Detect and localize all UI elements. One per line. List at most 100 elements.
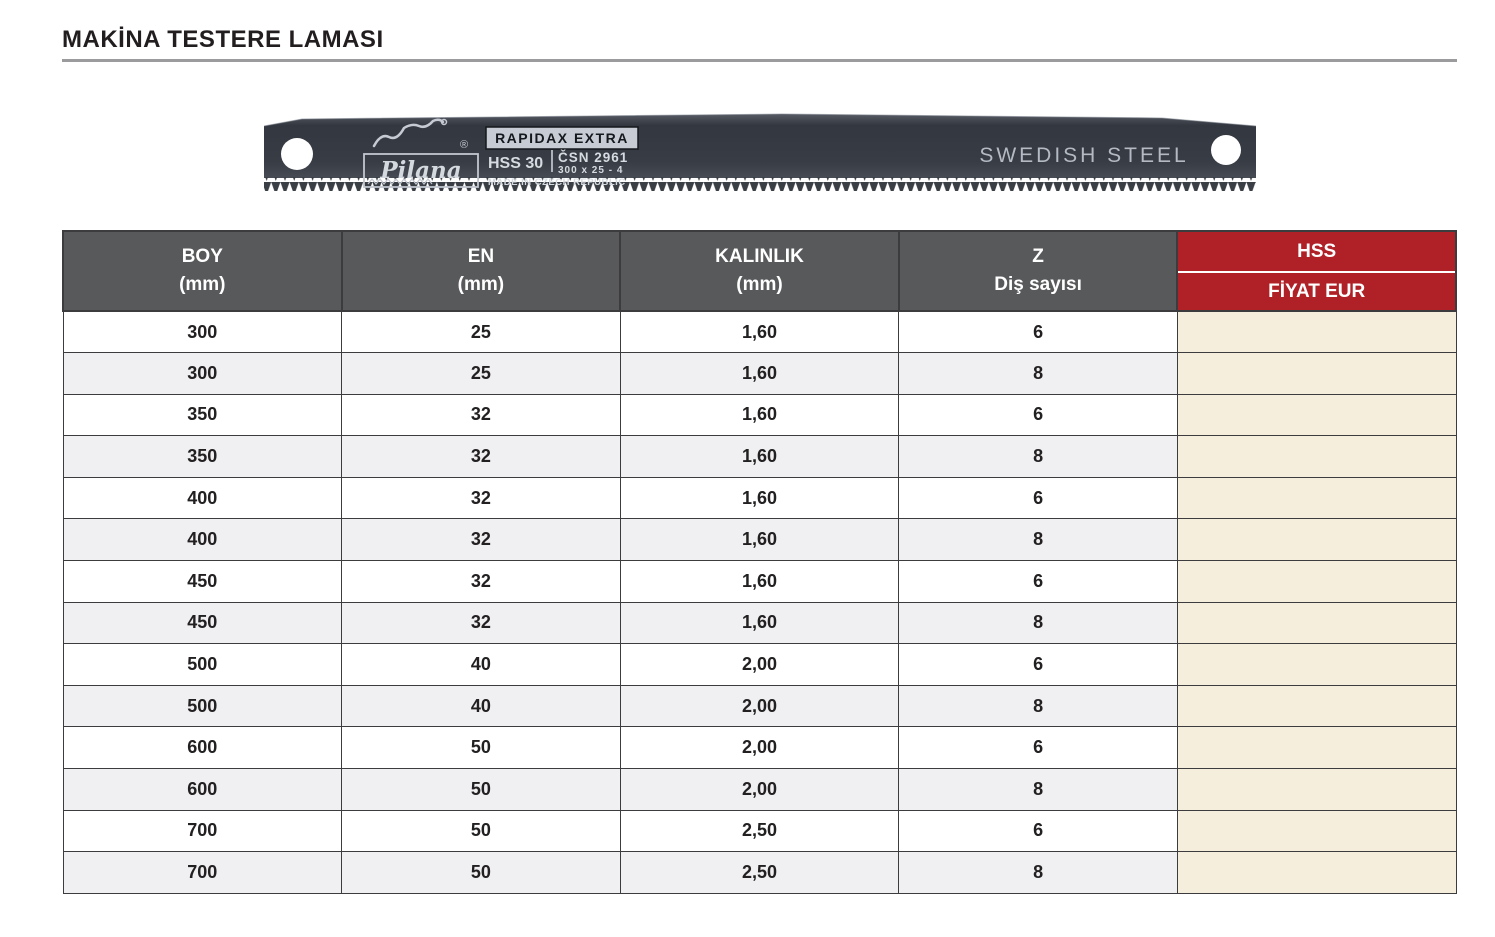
cell-kalinlik: 1,60 [619, 518, 900, 562]
series-badge: RAPIDAX EXTRA [495, 130, 629, 146]
table-body: 300 25 1,60 6 300 25 1,60 8 350 32 [62, 310, 1457, 894]
cell-fiyat [1176, 851, 1457, 894]
cell-fiyat [1176, 435, 1457, 478]
cell-boy: 450 [62, 601, 343, 645]
cell-boy: 350 [62, 435, 343, 478]
cell-en: 50 [341, 726, 621, 770]
table-row: 350 32 1,60 6 [62, 393, 1457, 437]
cell-boy: 600 [62, 726, 343, 770]
header-en-line2: (mm) [457, 274, 505, 295]
header-kalinlik-line1: KALINLIK [715, 246, 804, 268]
header-z-line2: Diş sayısı [994, 274, 1082, 295]
cell-en: 25 [341, 352, 621, 395]
cell-en: 50 [341, 851, 621, 894]
table-row: 700 50 2,50 8 [62, 851, 1457, 894]
cell-kalinlik: 1,60 [619, 310, 900, 354]
cell-en: 32 [341, 601, 621, 645]
cell-z: 8 [898, 851, 1178, 894]
cell-z: 6 [898, 560, 1178, 603]
cell-boy: 700 [62, 809, 343, 853]
header-z: Z Diş sayısı [897, 230, 1179, 312]
cell-z: 8 [898, 768, 1178, 811]
cell-kalinlik: 1,60 [619, 476, 900, 520]
cell-boy: 700 [62, 851, 343, 894]
cell-kalinlik: 1,60 [619, 393, 900, 437]
header-en-line1: EN [467, 246, 495, 268]
blade-hole-right [1211, 135, 1241, 165]
page-title: MAKİNA TESTERE LAMASI [62, 26, 384, 53]
header-hss: HSS [1297, 240, 1337, 262]
product-photo-saw-blade: ® Pilana RAPIDAX EXTRA HSS 30 ČSN 2961 3… [262, 112, 1258, 202]
cell-kalinlik: 1,60 [619, 435, 900, 478]
cell-en: 32 [341, 393, 621, 437]
cell-fiyat [1176, 601, 1457, 645]
header-boy: BOY (mm) [62, 230, 343, 312]
cell-fiyat [1176, 476, 1457, 520]
cell-z: 8 [898, 352, 1178, 395]
cell-en: 40 [341, 684, 621, 728]
cell-boy: 450 [62, 560, 343, 603]
cell-en: 25 [341, 310, 621, 354]
cell-z: 8 [898, 601, 1178, 645]
cell-kalinlik: 1,60 [619, 560, 900, 603]
cell-z: 6 [898, 310, 1178, 354]
registered-mark: ® [460, 139, 468, 151]
cell-kalinlik: 2,00 [619, 768, 900, 811]
table-row: 450 32 1,60 8 [62, 601, 1457, 645]
cell-fiyat [1176, 393, 1457, 437]
table-row: 500 40 2,00 8 [62, 684, 1457, 728]
cell-fiyat [1176, 684, 1457, 728]
cell-z: 8 [898, 435, 1178, 478]
cell-fiyat [1176, 768, 1457, 811]
cell-z: 8 [898, 518, 1178, 562]
cell-z: 6 [898, 476, 1178, 520]
cell-en: 50 [341, 809, 621, 853]
table-row: 600 50 2,00 8 [62, 768, 1457, 811]
cell-fiyat [1176, 310, 1457, 354]
cell-kalinlik: 2,00 [619, 684, 900, 728]
title-divider [62, 59, 1457, 62]
table-row: 700 50 2,50 6 [62, 809, 1457, 853]
cell-boy: 300 [62, 310, 343, 354]
cell-z: 6 [898, 726, 1178, 770]
origin-text: MADE IN CZECH REPUBLIC [488, 177, 626, 188]
header-boy-line2: (mm) [179, 274, 226, 295]
table-row: 300 25 1,60 8 [62, 352, 1457, 395]
cell-en: 32 [341, 435, 621, 478]
cell-z: 6 [898, 643, 1178, 686]
blade-hole-left [281, 138, 313, 170]
cell-boy: 350 [62, 393, 343, 437]
cell-fiyat [1176, 726, 1457, 770]
saw-blade-illustration: ® Pilana RAPIDAX EXTRA HSS 30 ČSN 2961 3… [263, 113, 1257, 191]
cell-z: 8 [898, 684, 1178, 728]
cell-en: 32 [341, 560, 621, 603]
cell-fiyat [1176, 518, 1457, 562]
price-table: BOY (mm) EN (mm) KALINLIK (mm) Z Diş say… [62, 230, 1457, 894]
cell-fiyat [1176, 352, 1457, 395]
pilana-logo: ® Pilana [363, 118, 479, 188]
cell-kalinlik: 2,00 [619, 643, 900, 686]
cell-en: 50 [341, 768, 621, 811]
cell-fiyat [1176, 809, 1457, 853]
header-fiyat-eur: FİYAT EUR [1178, 271, 1455, 310]
header-z-line1: Z [1032, 246, 1044, 268]
cell-en: 40 [341, 643, 621, 686]
cell-boy: 600 [62, 768, 343, 811]
table-row: 400 32 1,60 6 [62, 476, 1457, 520]
cell-boy: 500 [62, 643, 343, 686]
blade-spec-block: RAPIDAX EXTRA HSS 30 ČSN 2961 300 x 25 -… [485, 126, 639, 188]
cell-z: 6 [898, 393, 1178, 437]
header-kalinlik: KALINLIK (mm) [619, 230, 900, 312]
table-row: 400 32 1,60 8 [62, 518, 1457, 562]
cell-kalinlik: 1,60 [619, 352, 900, 395]
header-hss-fiyat: HSS FİYAT EUR [1176, 230, 1457, 312]
spec-type: HSS 30 [488, 155, 543, 172]
cell-fiyat [1176, 560, 1457, 603]
cell-fiyat [1176, 643, 1457, 686]
header-en: EN (mm) [340, 230, 622, 312]
table-row: 350 32 1,60 8 [62, 435, 1457, 478]
spec-size: 300 x 25 - 4 [558, 165, 623, 176]
cell-kalinlik: 2,50 [619, 809, 900, 853]
cell-en: 32 [341, 476, 621, 520]
